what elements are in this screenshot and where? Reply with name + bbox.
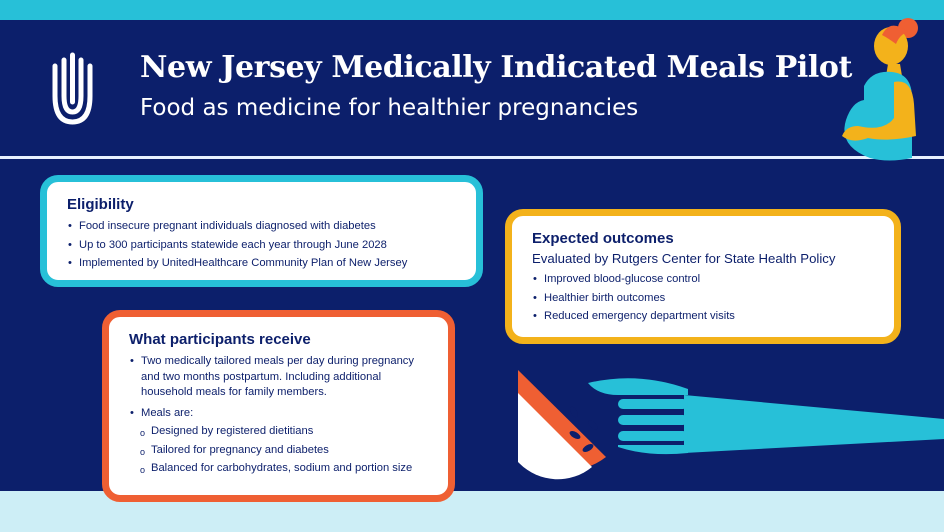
receive-list: Two medically tailored meals per day dur… — [129, 354, 428, 478]
outcomes-heading: Expected outcomes — [532, 230, 674, 247]
outcomes-subheading: Evaluated by Rutgers Center for State He… — [532, 251, 836, 266]
eligibility-list: Food insecure pregnant individuals diagn… — [67, 219, 456, 272]
list-item: Improved blood-glucose control — [532, 272, 874, 288]
eligibility-card: Eligibility Food insecure pregnant indiv… — [40, 175, 483, 287]
list-item: Healthier birth outcomes — [532, 291, 874, 307]
eligibility-heading: Eligibility — [67, 196, 134, 213]
pregnant-woman-icon — [842, 18, 918, 161]
list-item: Meals are: — [129, 406, 428, 422]
header-rule — [0, 156, 944, 159]
outcomes-list: Improved blood-glucose control Healthier… — [532, 272, 874, 325]
sub-list-item: Tailored for pregnancy and diabetes — [129, 443, 428, 460]
list-item: Implemented by UnitedHealthcare Communit… — [67, 256, 456, 272]
receive-card: What participants receive Two medically … — [102, 310, 455, 502]
top-band-divider — [0, 20, 944, 23]
receive-heading: What participants receive — [129, 331, 311, 348]
sub-list-item: Balanced for carbohydrates, sodium and p… — [129, 461, 428, 478]
list-item: Reduced emergency department visits — [532, 309, 874, 325]
list-item: Two medically tailored meals per day dur… — [129, 354, 428, 401]
outcomes-card: Expected outcomes Evaluated by Rutgers C… — [505, 209, 901, 344]
list-item: Up to 300 participants statewide each ye… — [67, 238, 456, 254]
sub-list-item: Designed by registered dietitians — [129, 424, 428, 441]
top-teal-band — [0, 0, 944, 20]
page-subtitle: Food as medicine for healthier pregnanci… — [140, 95, 639, 121]
page-title: New Jersey Medically Indicated Meals Pil… — [140, 50, 852, 85]
fork-fruit-icon — [518, 369, 944, 480]
uhc-logo-icon — [52, 52, 93, 125]
list-item: Food insecure pregnant individuals diagn… — [67, 219, 456, 235]
